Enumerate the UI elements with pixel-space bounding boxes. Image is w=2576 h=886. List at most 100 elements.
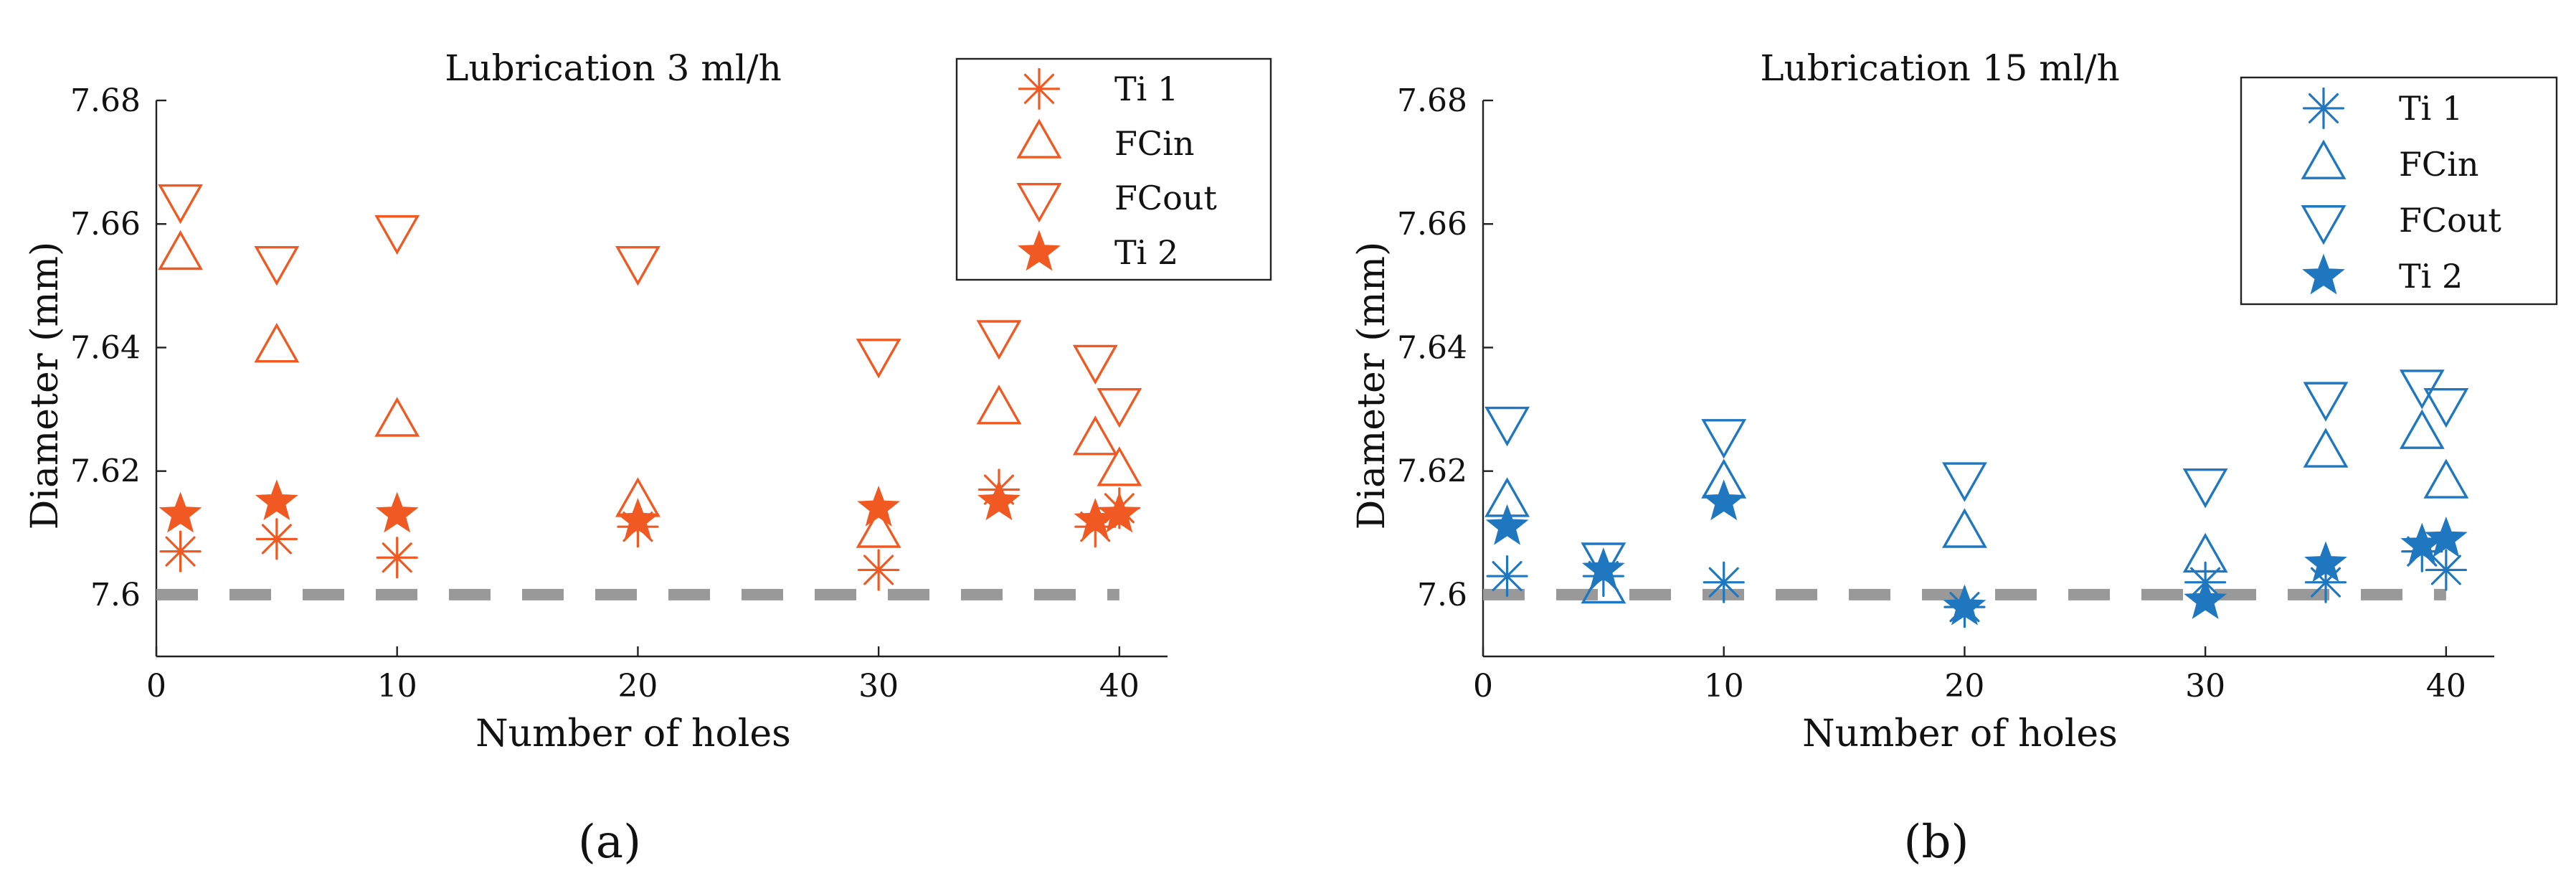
point-ti-2 (255, 479, 298, 521)
point-fcout (2182, 468, 2228, 509)
legend-marker (2301, 205, 2347, 245)
y-tick-label: 7.64 (70, 329, 141, 366)
point-ti-2 (2184, 578, 2227, 619)
point-fcout (856, 339, 901, 379)
point-ti-2 (616, 498, 660, 539)
point-ti-2 (1943, 584, 1987, 626)
y-tick-label: 7.66 (1397, 206, 1467, 242)
legend-marker (2302, 87, 2345, 130)
point-ti-2 (1485, 504, 1529, 545)
x-tick-label: 30 (858, 668, 899, 704)
point-fcin (158, 230, 204, 270)
panel-caption: (b) (1904, 816, 1969, 869)
point-fcin (976, 385, 1022, 425)
point-ti-2 (158, 491, 202, 533)
panel-caption: (a) (578, 816, 641, 869)
legend-box (955, 57, 1272, 281)
point-fcin (1097, 446, 1142, 486)
point-ti-2 (375, 491, 419, 533)
point-fcout (615, 245, 660, 286)
legend-marker (1018, 230, 1061, 271)
point-fcin (2182, 532, 2228, 573)
point-ti-2 (1702, 479, 1746, 521)
y-tick-label: 7.6 (1417, 577, 1467, 613)
point-ti-1 (159, 530, 202, 572)
y-tick-label: 7.68 (1397, 83, 1467, 119)
x-tick-label: 30 (2185, 668, 2225, 704)
legend: Ti 1 FCin FCout Ti 2 (2240, 76, 2558, 306)
legend-label: Ti 2 (1114, 233, 1178, 272)
legend-entry: Ti 1 (1018, 67, 1178, 110)
legend-label: FCout (1114, 179, 1217, 217)
chart-panel-a: 7.6 7.62 7.64 7.66 7.68 0 10 20 30 40 Number of ho… (24, 47, 1272, 869)
legend-label: Ti 2 (2399, 257, 2463, 296)
point-fcin (2423, 458, 2469, 499)
point-ti-1 (376, 537, 418, 579)
y-tick-label: 7.66 (70, 206, 141, 242)
point-fcin (2303, 428, 2349, 468)
point-fcin (1941, 508, 1987, 548)
y-axis-label: Diameter (mm) (1350, 242, 1393, 530)
point-ti-1 (255, 518, 298, 560)
chart-title: Lubrication 3 ml/h (445, 47, 782, 89)
x-axis-label: Number of holes (475, 712, 791, 755)
data-markers (1484, 369, 2469, 628)
y-tick-label: 7.64 (1397, 329, 1467, 366)
legend-entry: FCout (2301, 201, 2501, 245)
point-fcout (1941, 462, 1987, 502)
y-tick-label: 7.6 (90, 577, 141, 613)
point-fcout (1581, 542, 1626, 583)
point-fcin (856, 508, 901, 548)
legend-marker (2301, 139, 2347, 179)
legend-entry: Ti 2 (2302, 253, 2463, 296)
chart-title: Lubrication 15 ml/h (1760, 47, 2119, 89)
point-fcin (374, 397, 420, 437)
legend-label: Ti 1 (1114, 70, 1178, 108)
y-axis-label: Diameter (mm) (24, 242, 67, 530)
x-tick-label: 0 (146, 668, 166, 704)
y-tick-label: 7.68 (70, 83, 141, 119)
point-fcout (1072, 344, 1118, 385)
point-fcout (976, 320, 1022, 360)
point-ti-1 (1703, 561, 1745, 603)
point-fcout (158, 184, 204, 225)
x-tick-label: 0 (1473, 668, 1493, 704)
chart-panel-b: 7.6 7.62 7.64 7.66 7.68 0 10 20 30 40 Number of ho… (1350, 47, 2558, 869)
legend: Ti 1 FCin FCout Ti 2 (955, 57, 1272, 281)
point-fcout (1484, 406, 1530, 447)
point-ti-2 (2304, 541, 2347, 583)
legend-entry: FCin (2301, 139, 2478, 184)
point-ti-1 (858, 549, 900, 591)
legend-label: Ti 1 (2399, 89, 2463, 128)
x-tick-label: 40 (2426, 668, 2466, 704)
y-tick-label: 7.62 (70, 453, 141, 490)
point-fcin (2399, 409, 2445, 449)
y-tick-label: 7.62 (1397, 453, 1467, 490)
data-markers (158, 184, 1142, 591)
x-tick-label: 40 (1099, 668, 1140, 704)
point-fcout (374, 215, 420, 255)
point-fcin (254, 323, 300, 363)
point-ti-1 (2425, 549, 2467, 591)
legend-marker (1016, 118, 1062, 159)
x-tick-label: 10 (377, 668, 417, 704)
point-fcout (254, 245, 300, 286)
legend-box (2240, 76, 2558, 306)
point-fcin (1072, 415, 1118, 456)
legend-entry: Ti 1 (2302, 87, 2463, 130)
point-fcout (1701, 419, 1747, 459)
x-tick-label: 10 (1704, 668, 1744, 704)
legend-entry: FCin (1016, 118, 1194, 163)
point-ti-2 (977, 479, 1021, 521)
point-fcout (1097, 388, 1142, 428)
legend-entry: FCout (1016, 179, 1217, 223)
point-ti-2 (1581, 547, 1625, 588)
point-ti-2 (857, 485, 901, 527)
legend-label: FCout (2399, 201, 2501, 240)
x-tick-label: 20 (617, 668, 658, 704)
point-ti-2 (1097, 491, 1141, 533)
legend-marker (1018, 67, 1061, 110)
point-ti-2 (2424, 516, 2468, 557)
legend-label: FCin (1114, 124, 1194, 163)
